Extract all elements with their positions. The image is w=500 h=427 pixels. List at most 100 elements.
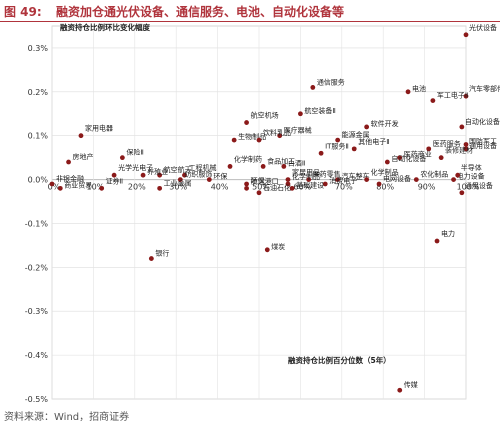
y-tick-label: 0.1% xyxy=(28,132,49,141)
data-point xyxy=(177,177,183,182)
point-label: 电力设备 xyxy=(457,172,485,181)
data-point xyxy=(455,172,461,178)
point-label: 化学制品 xyxy=(371,168,399,177)
data-point xyxy=(182,172,187,178)
point-label: 汽车零部件 xyxy=(469,84,500,93)
data-point xyxy=(322,181,328,187)
point-label: 石油石化 xyxy=(263,183,291,192)
x-tick-label: 90% xyxy=(418,183,436,192)
point-label: 光学光电子 xyxy=(118,163,153,172)
data-point xyxy=(434,238,440,244)
data-point xyxy=(426,146,432,152)
y-tick-label: -0.2% xyxy=(25,263,49,272)
y-tick-labels: 0.3% 0.2% 0.1% 0.0% -0.1% -0.2% -0.3% -0.4% -0.5… xyxy=(25,44,49,404)
data-point xyxy=(111,172,117,178)
point-label: 软件开发 xyxy=(371,119,399,128)
point-label: 电力 xyxy=(441,229,455,238)
data-point xyxy=(285,177,291,182)
x-gridlines xyxy=(51,26,467,399)
y-tick-label: -0.1% xyxy=(25,219,49,228)
point-label: IT服务Ⅱ xyxy=(325,141,349,150)
point-label: 煤炭 xyxy=(271,242,285,251)
x-tick-label: 100% xyxy=(457,183,480,192)
point-label: 环保 xyxy=(251,176,265,185)
point-label: 通信服务 xyxy=(317,77,345,86)
data-point xyxy=(256,190,262,196)
y-tick-label: 0.0% xyxy=(28,176,49,185)
data-point xyxy=(244,120,249,125)
data-point xyxy=(463,146,469,152)
point-label: 纺织服饰 xyxy=(184,170,212,179)
point-label: 半导体 xyxy=(461,163,482,172)
point-label: 饮料乳品 xyxy=(263,128,291,137)
data-point xyxy=(206,177,212,182)
point-label: 能源金属 xyxy=(342,130,370,139)
data-point xyxy=(364,177,370,182)
data-point xyxy=(256,137,262,143)
data-point xyxy=(298,111,303,117)
data-point xyxy=(451,177,456,182)
point-label: 国防军工 xyxy=(469,136,497,145)
y-tick-label: -0.4% xyxy=(25,351,49,360)
point-label: 化学制药 xyxy=(234,154,262,163)
data-point xyxy=(318,150,324,156)
data-point xyxy=(231,137,237,143)
point-label: 汽车整车 xyxy=(342,172,370,181)
point-label: 银行 xyxy=(155,249,169,258)
point-label: 医药服务 xyxy=(433,139,461,148)
point-label: 证券Ⅱ xyxy=(106,176,123,185)
point-label: 工业金属 xyxy=(164,178,192,187)
x-tick-label: 40% xyxy=(211,183,229,192)
data-point xyxy=(227,164,233,169)
point-label: 商业贸易 xyxy=(64,180,92,189)
point-label: 环保 xyxy=(213,172,227,181)
data-point xyxy=(463,32,469,38)
data-point xyxy=(351,146,357,152)
point-label: 通用设备 xyxy=(469,141,497,150)
point-label: 医药零售 xyxy=(313,170,341,179)
data-point xyxy=(244,181,249,187)
point-label: 基础建设 xyxy=(296,180,324,189)
data-point xyxy=(264,247,270,253)
data-point xyxy=(78,133,84,139)
x-tick-label: 50% xyxy=(252,183,270,192)
point-label: 自动化设备 xyxy=(391,154,426,163)
point-label: 电池 xyxy=(412,84,426,93)
data-point xyxy=(140,172,146,178)
figure-label: 图 49: xyxy=(4,5,42,19)
data-point xyxy=(277,133,283,139)
point-label: 保险Ⅱ xyxy=(126,148,143,157)
x-tick-label: 60% xyxy=(294,183,312,192)
x-tick-label: 80% xyxy=(376,183,394,192)
data-point xyxy=(463,142,469,147)
point-label: 通用设备 xyxy=(465,181,493,190)
data-point xyxy=(405,89,411,95)
data-point xyxy=(438,155,444,161)
data-point xyxy=(260,164,266,169)
data-point xyxy=(364,124,370,130)
data-point xyxy=(376,181,382,187)
point-label: 航运港口 xyxy=(251,176,279,185)
x-tick-label: 70% xyxy=(335,183,353,192)
point-label: 养殖业 xyxy=(147,167,168,176)
x-tick-label: 0% xyxy=(48,183,61,192)
point-label: 装修建材 xyxy=(445,146,473,155)
y-tick-label: -0.5% xyxy=(25,395,49,404)
data-point xyxy=(335,137,341,143)
y-tick-label: 0.2% xyxy=(28,88,49,97)
point-label: 生物制品 xyxy=(238,132,266,141)
data-point xyxy=(57,185,63,191)
data-point xyxy=(49,181,55,187)
point-label: 军工电子Ⅱ xyxy=(437,91,468,100)
data-point xyxy=(430,98,436,103)
point-label: 化学制品 xyxy=(292,172,320,181)
data-point xyxy=(413,177,419,182)
data-point xyxy=(157,185,163,191)
data-point xyxy=(397,155,403,161)
y-tick-label: 0.3% xyxy=(28,44,49,53)
point-label: 航空装备Ⅱ xyxy=(304,106,335,115)
data-point xyxy=(397,387,403,393)
data-point xyxy=(335,177,341,182)
point-label: 医疗器械 xyxy=(284,126,312,135)
